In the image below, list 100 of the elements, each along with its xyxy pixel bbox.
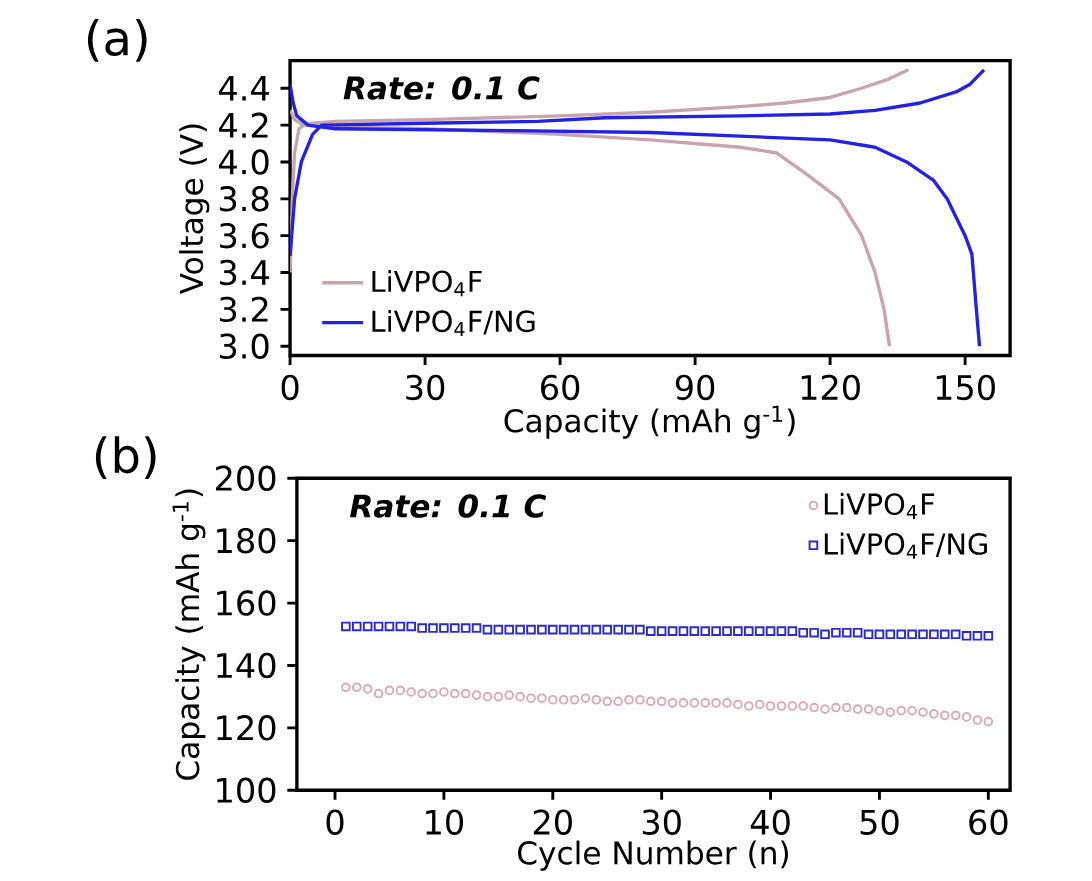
- y-tick-label: 3.6: [219, 222, 269, 249]
- point: [341, 682, 351, 693]
- point: [689, 698, 700, 708]
- point: [918, 707, 928, 718]
- point: [635, 624, 645, 635]
- point: [580, 693, 591, 703]
- point: [798, 627, 809, 638]
- y-tick-label: 3.0: [219, 333, 269, 359]
- point: [809, 627, 819, 638]
- point: [384, 621, 395, 632]
- x-tick-label: 30: [642, 809, 681, 835]
- point: [689, 626, 700, 636]
- point: [820, 629, 830, 640]
- legend-label: LiVPO$_{4}$F/NG: [372, 309, 535, 337]
- point: [754, 626, 765, 636]
- point: [645, 626, 656, 636]
- point: [613, 696, 623, 707]
- legend-label: LiVPO$_{4}$F: [824, 492, 935, 519]
- point: [351, 621, 362, 632]
- y-tick-label: 180: [217, 527, 276, 554]
- point: [558, 624, 569, 635]
- point: [351, 682, 362, 693]
- annotation: Rate: 0.1 C: [343, 76, 540, 100]
- point: [526, 624, 536, 635]
- point: [743, 626, 754, 636]
- point: [613, 624, 623, 635]
- point: [700, 698, 711, 708]
- point: [678, 698, 689, 708]
- point: [667, 698, 678, 708]
- point: [547, 624, 558, 635]
- x-tick-label: 0: [281, 374, 299, 401]
- y-tick-label: 3.2: [219, 296, 268, 323]
- point: [950, 710, 961, 721]
- point: [929, 629, 939, 640]
- point: [406, 687, 417, 697]
- point: [591, 624, 602, 635]
- point: [493, 624, 504, 635]
- x-tick-label: 0: [326, 809, 344, 835]
- x-tick-label: 40: [750, 809, 790, 835]
- point: [961, 631, 972, 641]
- x-axis-title: Cycle Number (n): [518, 840, 788, 871]
- y-tick-label: 120: [217, 715, 276, 741]
- point: [907, 629, 917, 640]
- x-tick-label: 10: [426, 809, 464, 835]
- point: [537, 624, 547, 635]
- point: [787, 701, 798, 711]
- point: [569, 624, 580, 635]
- point: [439, 623, 449, 633]
- point: [852, 704, 863, 714]
- y-tick-label: 3.4: [219, 259, 269, 286]
- point: [591, 694, 602, 705]
- point: [831, 702, 841, 713]
- point: [635, 694, 645, 705]
- y-tick-label: 160: [217, 590, 276, 616]
- point: [428, 623, 438, 633]
- y-axis-title: Capacity (mAh g$^{-1}$): [172, 489, 206, 780]
- y-tick-label: 3.8: [219, 186, 269, 212]
- y-axis-title: Voltage (V): [179, 124, 210, 295]
- legend-label: LiVPO$_{4}$F: [372, 270, 482, 297]
- point: [765, 701, 776, 711]
- point: [471, 623, 482, 633]
- point: [972, 631, 983, 641]
- point: [874, 629, 885, 640]
- point: [765, 626, 776, 636]
- point: [558, 694, 569, 705]
- point: [733, 626, 743, 636]
- point: [809, 702, 819, 713]
- point: [362, 684, 373, 694]
- x-tick-label: 60: [969, 809, 1008, 835]
- point: [460, 623, 471, 633]
- point: [493, 691, 504, 702]
- point: [983, 631, 994, 641]
- point: [547, 694, 558, 705]
- y-tick-label: 140: [217, 652, 276, 679]
- y-tick-label: 100: [217, 777, 276, 803]
- point: [722, 626, 732, 636]
- point: [656, 626, 667, 636]
- point: [874, 705, 885, 716]
- point: [787, 626, 798, 636]
- point: [449, 623, 460, 633]
- point: [439, 687, 449, 697]
- point: [918, 629, 928, 640]
- point: [580, 624, 591, 635]
- x-tick-label: 20: [533, 809, 572, 835]
- point: [482, 691, 493, 702]
- point: [504, 690, 515, 700]
- point: [384, 685, 395, 696]
- point: [373, 621, 384, 632]
- chart-title: (a): [87, 18, 147, 62]
- point: [417, 688, 427, 699]
- point: [841, 702, 852, 713]
- point: [569, 694, 580, 705]
- point: [417, 623, 427, 633]
- point: [961, 712, 972, 722]
- point: [460, 688, 471, 699]
- point: [831, 627, 841, 638]
- point: [711, 626, 721, 636]
- point: [395, 685, 406, 696]
- point: [798, 701, 809, 711]
- point: [711, 698, 721, 708]
